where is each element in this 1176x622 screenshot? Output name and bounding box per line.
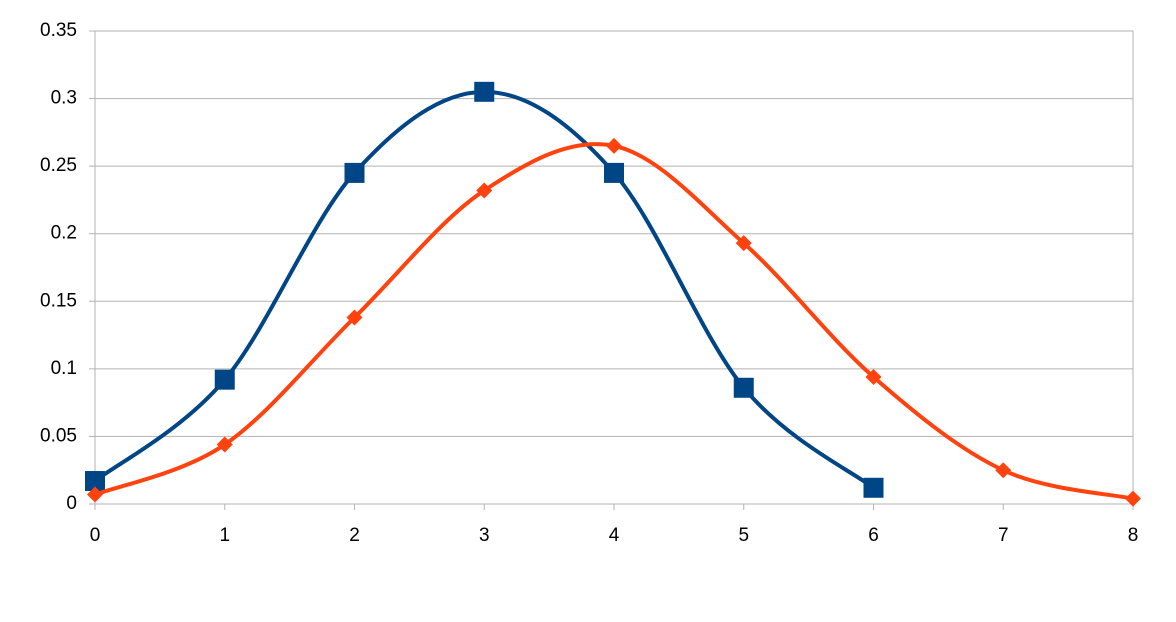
x-tick-label: 4	[609, 525, 620, 546]
plot-frame	[94, 30, 1134, 505]
x-tick-label: 2	[349, 525, 360, 546]
x-tick-label: 0	[90, 525, 101, 546]
x-tick-label: 8	[1128, 525, 1139, 546]
x-tick-label: 6	[868, 525, 879, 546]
marker-square	[863, 477, 884, 498]
marker-diamond	[87, 486, 103, 503]
x-tick-label: 1	[219, 525, 230, 546]
series-line	[93, 89, 875, 490]
y-tick-label: 0.2	[51, 223, 77, 244]
marker-diamond	[735, 235, 752, 252]
marker-square	[214, 369, 235, 390]
marker-diamond	[476, 182, 493, 199]
marker-diamond	[865, 368, 882, 385]
marker-diamond	[216, 436, 233, 453]
x-tick-label: 3	[479, 525, 490, 546]
marker-diamond	[1125, 490, 1141, 507]
y-tick-label: 0.3	[51, 88, 77, 109]
marker-diamond	[606, 137, 622, 154]
marker-square	[604, 162, 624, 183]
y-tick-label: 0.25	[40, 155, 77, 176]
marker-square	[344, 162, 365, 183]
y-tick-label: 0.35	[40, 20, 77, 41]
marker-diamond	[995, 462, 1012, 479]
marker-diamond	[346, 309, 363, 326]
marker-square	[474, 81, 495, 102]
y-tick-label: 0.15	[40, 290, 77, 311]
marker-square	[733, 377, 754, 398]
y-tick-label: 0.1	[51, 358, 77, 379]
series-line	[94, 142, 1134, 501]
marker-square	[85, 471, 105, 492]
y-tick-label: 0	[66, 493, 77, 514]
x-tick-label: 5	[738, 525, 749, 546]
y-tick-label: 0.05	[40, 425, 77, 446]
x-tick-label: 7	[998, 525, 1009, 546]
